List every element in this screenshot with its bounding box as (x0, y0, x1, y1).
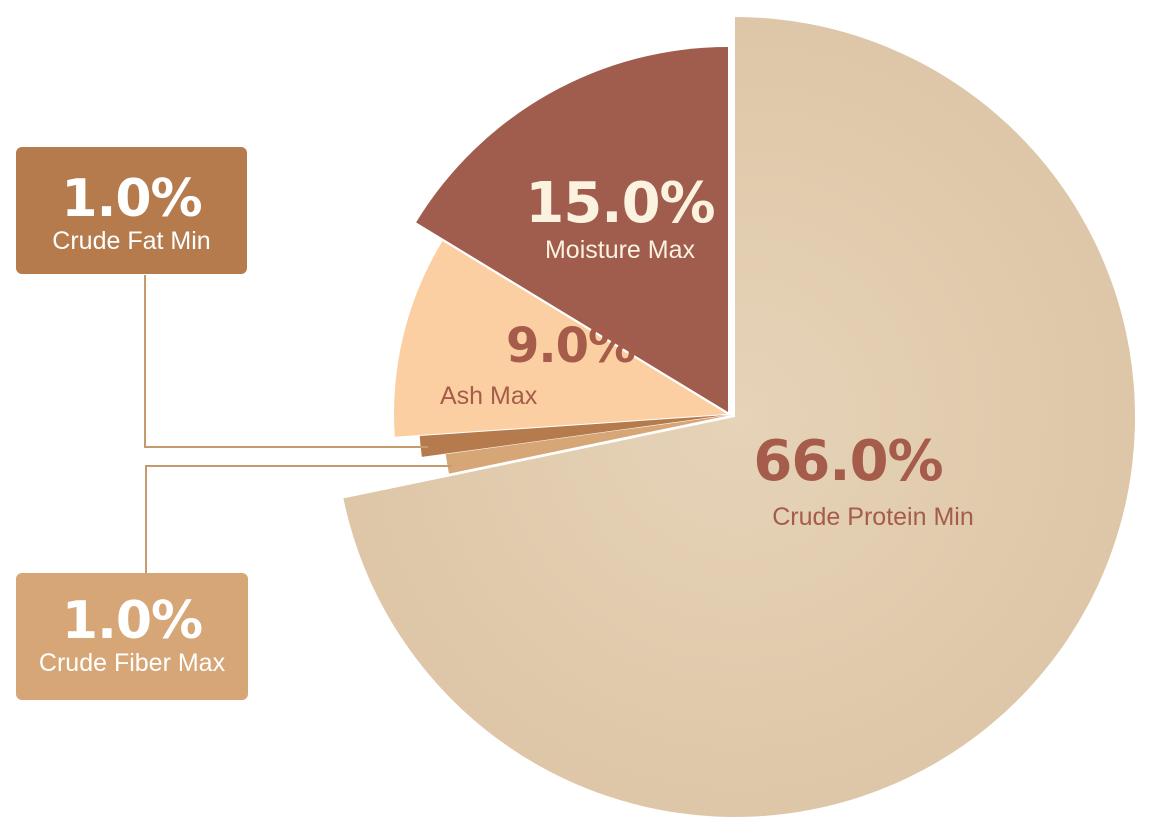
pie-slice-moisture-max (416, 47, 728, 412)
crude-fiber-callout: 1.0% Crude Fiber Max (16, 573, 248, 700)
pie-slice-crude-fiber-max (445, 415, 731, 474)
crude-fat-label: Crude Fat Min (52, 227, 211, 255)
slice-category-label: Ash Max (440, 382, 538, 410)
slice-value-label: 15.0% (525, 171, 714, 236)
slice-category-label: Crude Protein Min (772, 503, 973, 531)
slice-category-label: Moisture Max (545, 236, 696, 264)
slice-value-label: 9.0% (506, 318, 635, 374)
crude-fat-value: 1.0% (61, 169, 202, 229)
pie-slice-crude-fat-min (419, 415, 727, 457)
pie-slice-crude-protein-min (343, 16, 1136, 817)
leader-lines (144, 275, 452, 573)
slice-value-label: 66.0% (753, 429, 942, 494)
crude-fiber-value: 1.0% (61, 591, 203, 651)
crude-fat-leader (144, 275, 428, 448)
pie-slice-ash-max (394, 241, 727, 437)
crude-fat-callout: 1.0% Crude Fat Min (16, 147, 247, 274)
slice-labels: 66.0% Crude Protein Min 9.0% Ash Max 15.0%Mo… (440, 171, 974, 531)
crude-fiber-label: Crude Fiber Max (38, 649, 226, 677)
pie-slices (343, 16, 1136, 817)
crude-fiber-leader (145, 465, 452, 573)
